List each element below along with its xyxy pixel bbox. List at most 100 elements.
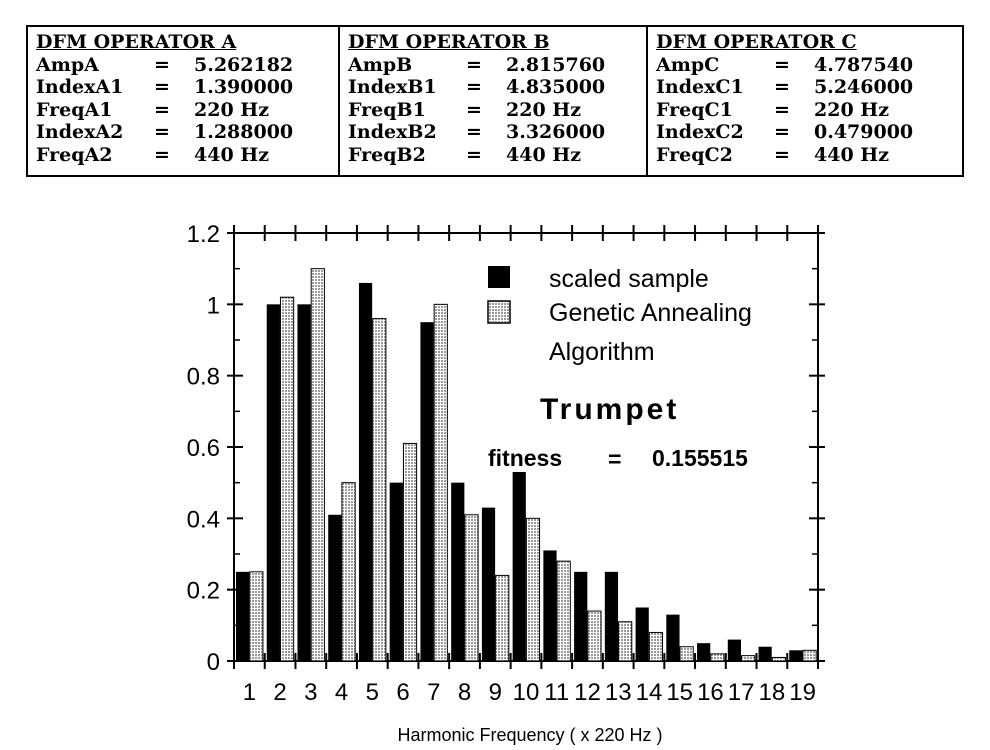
- bar-scaled-sample: [574, 571, 588, 661]
- x-tick-label: 5: [366, 679, 379, 706]
- param-value: 4.835000: [506, 76, 606, 98]
- param-value: 0.479000: [814, 121, 914, 143]
- param-name: IndexC2: [656, 121, 744, 143]
- param-row: AmpA = 5.262182: [36, 54, 332, 77]
- param-eq: =: [466, 98, 482, 121]
- param-eq: =: [774, 53, 790, 76]
- fitness-value: 0.155515: [652, 445, 748, 471]
- param-value: 220 Hz: [194, 98, 270, 121]
- param-row: FreqA2 = 440 Hz: [36, 144, 332, 167]
- bar-genetic-annealing: [310, 268, 325, 662]
- param-name: AmpC: [656, 53, 720, 76]
- x-tick-label: 16: [697, 679, 724, 706]
- bar-genetic-annealing: [648, 631, 664, 662]
- param-row: FreqC1 = 220 Hz: [656, 99, 956, 122]
- bar-genetic-annealing: [587, 610, 602, 662]
- bar-genetic-annealing: [710, 653, 725, 662]
- y-axis: 0 0.2 0.4 0.6 0.8 1 1.2: [187, 221, 825, 676]
- x-tick-label: 2: [273, 679, 286, 706]
- x-tick-label: 7: [427, 679, 440, 706]
- bar-scaled-sample: [297, 304, 311, 661]
- param-value: 220 Hz: [814, 98, 890, 121]
- param-row: IndexB1 = 4.835000: [348, 76, 640, 99]
- param-row: IndexC1 = 5.246000: [656, 76, 956, 99]
- param-value: 3.326000: [506, 121, 606, 143]
- param-value: 220 Hz: [506, 98, 582, 121]
- param-row: FreqB2 = 440 Hz: [348, 144, 640, 167]
- param-eq: =: [774, 98, 790, 121]
- x-axis-label: Harmonic Frequency ( x 220 Hz ): [397, 725, 662, 745]
- bar-genetic-annealing: [279, 296, 295, 662]
- param-name: FreqB2: [348, 143, 426, 166]
- legend-label-line-1: Genetic Annealing: [549, 299, 752, 327]
- x-tick-label: 8: [458, 679, 471, 706]
- param-eq: =: [154, 53, 170, 76]
- bar-scaled-sample: [789, 650, 803, 661]
- param-eq: =: [154, 76, 170, 98]
- x-tick-label: 18: [759, 679, 786, 706]
- bar-scaled-sample: [666, 614, 680, 661]
- param-value: 440 Hz: [506, 143, 582, 166]
- bar-genetic-annealing: [771, 656, 786, 662]
- param-value: 5.262182: [194, 53, 294, 76]
- dfm-parameter-table: DFM OPERATOR A AmpA = 5.262182 IndexA1 = 1.3…: [26, 25, 964, 177]
- param-eq: =: [154, 143, 170, 166]
- x-tick-label: 3: [304, 679, 317, 706]
- param-name: FreqB1: [348, 98, 426, 121]
- param-value: 1.288000: [194, 121, 294, 143]
- operator-b-panel: DFM OPERATOR B AmpB = 2.815760 IndexB1 = 4.8…: [340, 27, 648, 175]
- x-tick-label: 6: [396, 679, 409, 706]
- param-row: AmpC = 4.787540: [656, 54, 956, 77]
- bar-genetic-annealing: [402, 442, 418, 662]
- param-row: IndexA2 = 1.288000: [36, 121, 332, 144]
- param-row: IndexA1 = 1.390000: [36, 76, 332, 99]
- x-tick-label: 15: [666, 679, 693, 706]
- bar-genetic-annealing: [495, 574, 510, 662]
- legend-swatch-genetic-annealing: [487, 300, 511, 324]
- bar-scaled-sample: [697, 643, 711, 661]
- x-tick-label: 9: [489, 679, 502, 706]
- bar-genetic-annealing: [556, 560, 571, 662]
- param-name: FreqC2: [656, 143, 733, 166]
- bar-genetic-annealing: [525, 517, 541, 662]
- bar-scaled-sample: [543, 550, 557, 661]
- param-eq: =: [774, 76, 790, 98]
- x-tick-label: 17: [728, 679, 755, 706]
- param-eq: =: [466, 121, 482, 143]
- y-tick-label: 1: [207, 292, 220, 319]
- instrument-annotation: Trumpet: [540, 393, 679, 426]
- bar-scaled-sample: [389, 482, 403, 661]
- param-name: AmpA: [36, 53, 99, 76]
- bar-genetic-annealing: [741, 655, 756, 662]
- param-eq: =: [774, 143, 790, 166]
- param-value: 440 Hz: [194, 143, 270, 166]
- param-eq: =: [154, 121, 170, 143]
- bar-scaled-sample: [481, 507, 496, 661]
- x-tick-label: 19: [789, 679, 816, 706]
- param-name: FreqA1: [36, 98, 113, 121]
- param-value: 440 Hz: [814, 143, 890, 166]
- bar-scaled-sample: [266, 304, 280, 661]
- y-tick-label: 1.2: [187, 221, 220, 248]
- legend-label-genetic-annealing: Genetic Annealing Algorithm: [549, 299, 759, 366]
- x-tick-label: 11: [544, 679, 569, 706]
- operator-a-title: DFM OPERATOR A: [36, 31, 237, 53]
- fitness-label: fitness: [488, 445, 562, 471]
- legend-label-line-2: Algorithm: [549, 338, 655, 366]
- param-row: IndexC2 = 0.479000: [656, 121, 956, 144]
- param-eq: =: [466, 76, 482, 98]
- bar-genetic-annealing: [341, 482, 356, 662]
- bar-genetic-annealing: [618, 621, 633, 662]
- y-tick-label: 0.6: [187, 435, 220, 462]
- x-tick-label: 13: [605, 679, 632, 706]
- param-name: IndexA1: [36, 76, 124, 98]
- param-eq: =: [466, 143, 482, 166]
- x-tick-label: 10: [513, 679, 540, 706]
- bar-scaled-sample: [236, 571, 250, 661]
- x-axis: 1 2 3 4 5 6 7 8 9 10 11 12 13 14 15 16 17 18 19: [233, 225, 819, 706]
- bar-scaled-sample: [727, 639, 742, 661]
- bar-genetic-annealing: [679, 646, 694, 662]
- param-row: AmpB = 2.815760: [348, 54, 640, 77]
- bar-scaled-sample: [512, 471, 526, 661]
- y-tick-label: 0.4: [187, 506, 220, 533]
